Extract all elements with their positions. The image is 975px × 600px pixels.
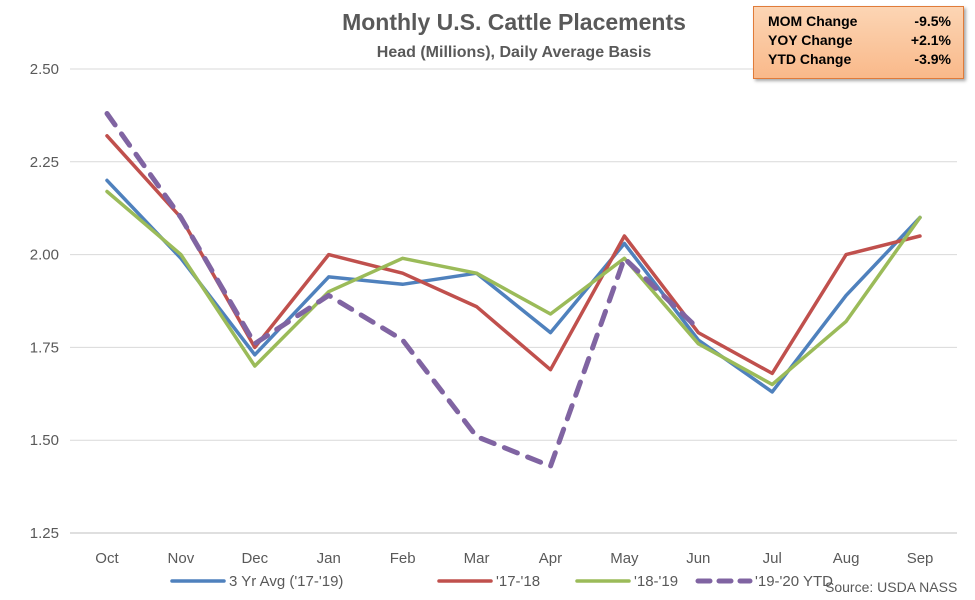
plot-area	[104, 111, 922, 469]
grid-lines	[70, 68, 957, 534]
x-axis: Oct Nov Dec Jan Feb Mar Apr May Jun Jul Aug Sep	[95, 550, 933, 567]
legend-label: 3 Yr Avg ('17-'19)	[229, 573, 343, 590]
chart-title: Monthly U.S. Cattle Placements	[342, 9, 686, 35]
legend-label: '19-'20 YTD	[755, 573, 833, 590]
stat-row-mom: MOM Change -9.5%	[768, 12, 951, 31]
x-tick-label: Sep	[907, 550, 934, 567]
stat-value: +2.1%	[910, 32, 951, 48]
x-tick-label: May	[610, 550, 639, 567]
y-tick-label: 1.50	[30, 432, 59, 449]
stat-row-yoy: YOY Change +2.1%	[768, 31, 951, 50]
series-line-2	[105, 189, 922, 387]
y-tick-label: 2.00	[30, 247, 59, 264]
legend-label: '17-'18	[496, 573, 540, 590]
stat-label: MOM Change	[768, 13, 858, 29]
x-tick-label: Jun	[686, 550, 710, 567]
x-tick-label: Mar	[464, 550, 490, 567]
stat-row-ytd: YTD Change -3.9%	[768, 50, 951, 69]
stat-label: YTD Change	[768, 51, 852, 67]
series-line-3	[104, 111, 701, 469]
y-tick-label: 2.50	[30, 61, 59, 78]
chart-subtitle: Head (Millions), Daily Average Basis	[377, 44, 652, 61]
y-tick-label: 1.25	[30, 525, 59, 542]
stat-label: YOY Change	[768, 32, 853, 48]
x-tick-label: Feb	[390, 550, 416, 567]
legend-label: '18-'19	[634, 573, 678, 590]
x-tick-label: Nov	[168, 550, 195, 567]
source-note: Source: USDA NASS	[825, 579, 957, 595]
y-tick-label: 1.75	[30, 339, 59, 356]
y-tick-label: 2.25	[30, 154, 59, 171]
legend: 3 Yr Avg ('17-'19) '17-'18 '18-'19 '19-'20 …	[170, 573, 833, 590]
x-tick-label: Dec	[241, 550, 268, 567]
x-tick-label: Oct	[95, 550, 119, 567]
x-tick-label: Jul	[763, 550, 782, 567]
x-tick-label: Apr	[539, 550, 562, 567]
y-axis: 1.25 1.50 1.75 2.00 2.25 2.50	[30, 61, 59, 542]
stat-value: -3.9%	[914, 51, 951, 67]
change-stats-box: MOM Change -9.5% YOY Change +2.1% YTD Ch…	[753, 6, 964, 79]
stat-value: -9.5%	[914, 13, 951, 29]
x-tick-label: Jan	[317, 550, 341, 567]
x-tick-label: Aug	[833, 550, 860, 567]
